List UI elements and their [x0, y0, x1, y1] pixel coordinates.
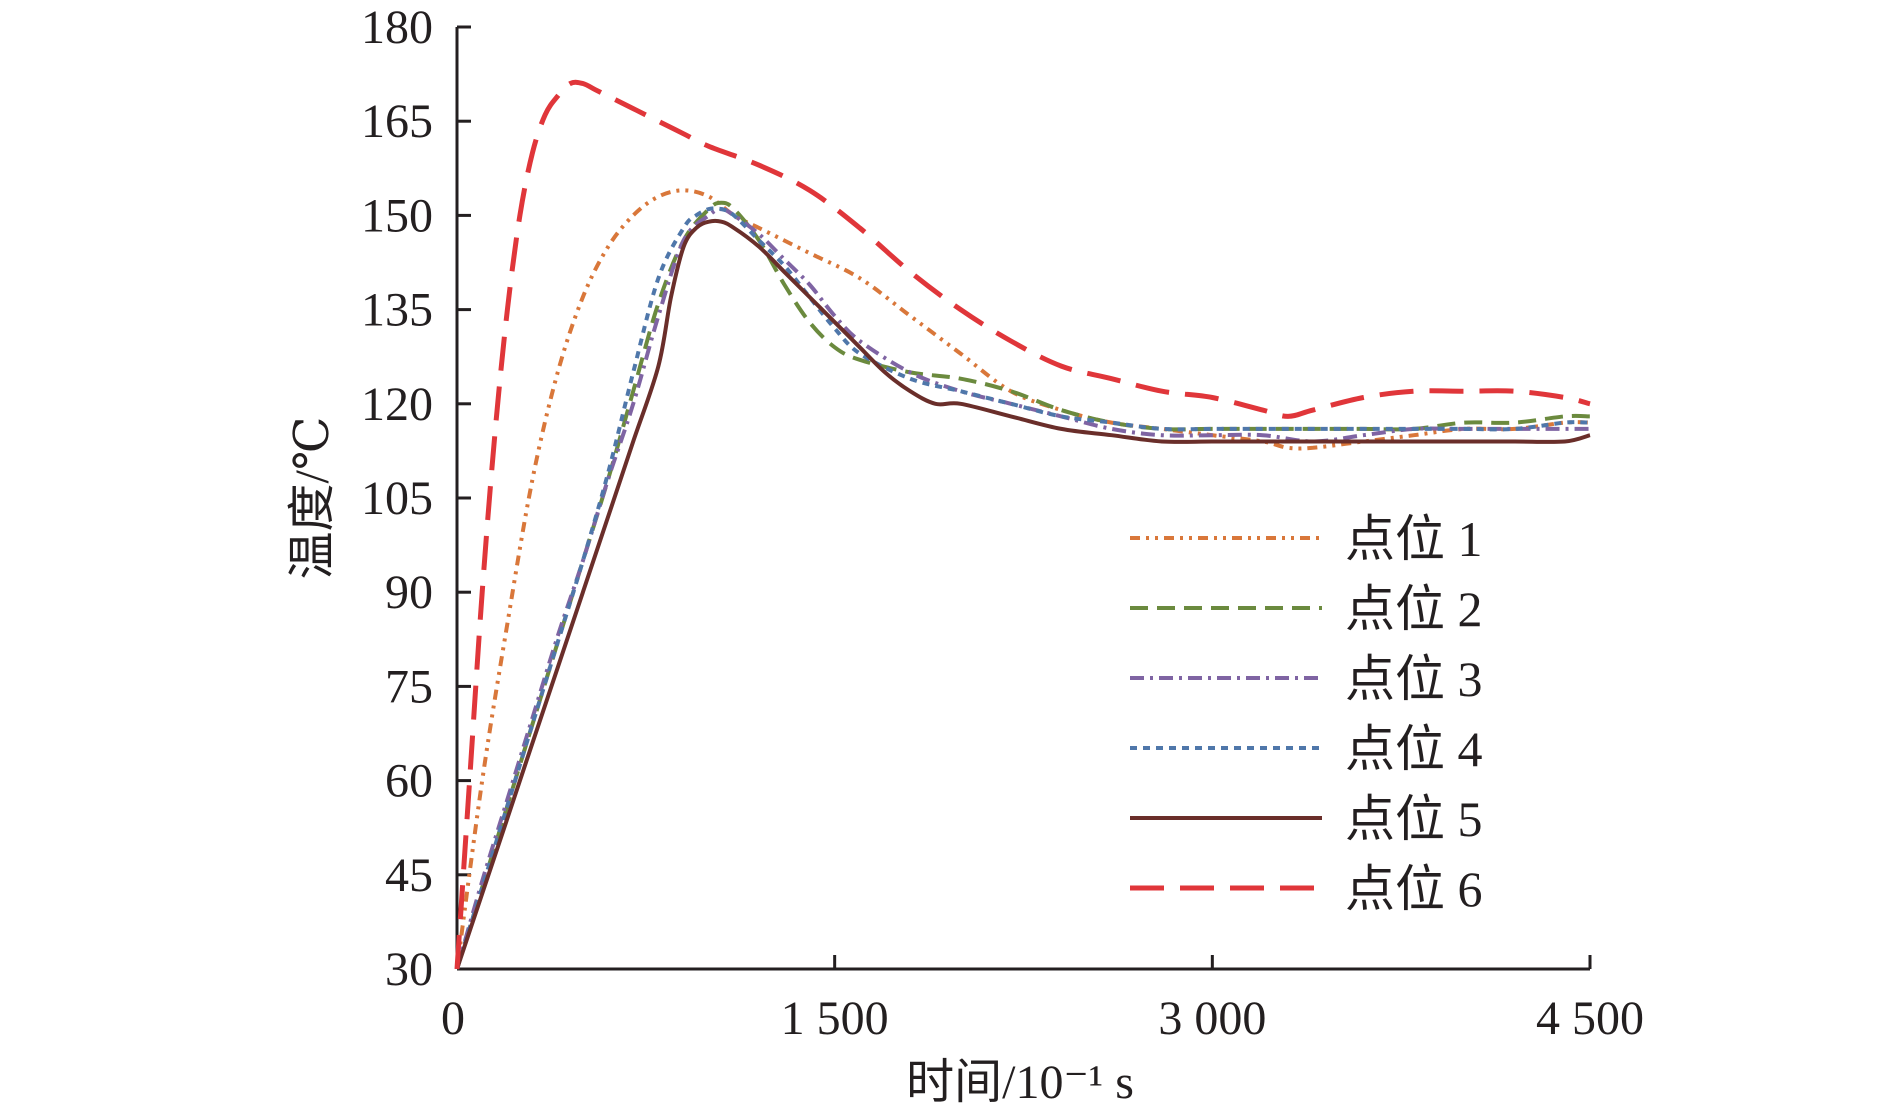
y-tick-label: 60 — [385, 755, 433, 808]
x-tick-label: 3 000 — [1158, 992, 1266, 1045]
legend-item-3: 点位 3 — [1130, 651, 1483, 707]
series-line-2 — [455, 200, 1591, 970]
series-group — [454, 79, 1591, 970]
legend-label: 点位 2 — [1345, 581, 1483, 637]
legend-item-2: 点位 2 — [1130, 581, 1483, 637]
legend-label: 点位 1 — [1345, 511, 1483, 567]
series-line-5 — [455, 218, 1591, 970]
legend-item-5: 点位 5 — [1130, 791, 1483, 847]
y-tick-label: 45 — [385, 849, 433, 902]
ticks — [457, 25, 1592, 971]
legend-label: 点位 4 — [1345, 721, 1483, 777]
legend: 点位 1 点位 2 点位 3 点位 4 点位 5 点位 6 — [1130, 511, 1483, 917]
y-axis-title: 温度/℃ — [286, 416, 339, 579]
legend-label: 点位 6 — [1345, 861, 1483, 917]
legend-item-6: 点位 6 — [1130, 861, 1483, 917]
y-tick-label: 90 — [385, 566, 433, 619]
legend-item-4: 点位 4 — [1130, 721, 1483, 777]
y-tick-label: 135 — [361, 284, 433, 337]
legend-item-1: 点位 1 — [1130, 511, 1483, 567]
x-axis-title: 时间/10⁻¹ s — [906, 1056, 1134, 1106]
y-tick-label: 120 — [361, 378, 433, 431]
series-line-6 — [454, 79, 1591, 970]
legend-label: 点位 5 — [1345, 791, 1483, 847]
y-tick-label: 75 — [385, 660, 433, 713]
legend-label: 点位 3 — [1345, 651, 1483, 707]
y-tick-label: 105 — [361, 472, 433, 525]
series-line-1 — [455, 188, 1591, 970]
y-tick-label: 150 — [361, 189, 433, 242]
y-tick-label: 180 — [361, 1, 433, 54]
x-tick-label: 0 — [441, 992, 465, 1045]
series-line-4 — [455, 206, 1591, 970]
tick-labels: 30 45 60 75 90 105 120 135 150 165 180 0 1 500 3 000 4… — [361, 1, 1644, 1045]
y-tick-label: 165 — [361, 95, 433, 148]
y-tick-label: 30 — [385, 943, 433, 996]
x-tick-label: 4 500 — [1536, 992, 1644, 1045]
x-tick-label: 1 500 — [781, 992, 889, 1045]
